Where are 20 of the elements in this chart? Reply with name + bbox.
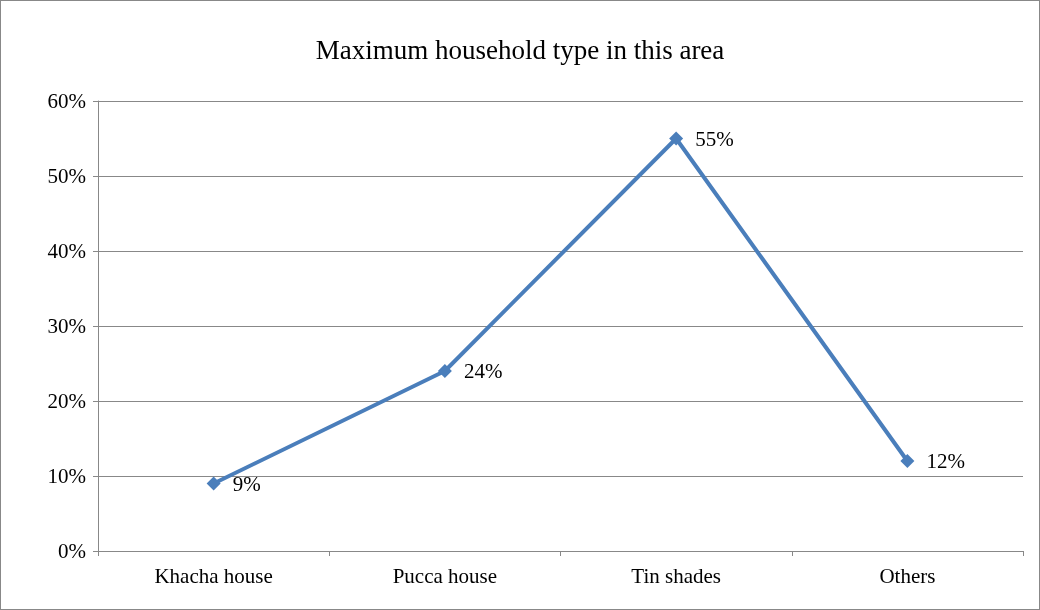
x-tick-label: Khacha house <box>154 563 273 588</box>
point <box>669 131 684 146</box>
y-tick-label: 40% <box>47 239 86 263</box>
x-tick-label: Pucca house <box>392 563 498 588</box>
data-label: 24% <box>463 359 503 383</box>
x-tick-label: Tin shades <box>631 563 721 588</box>
point <box>206 476 221 491</box>
x-tick-label: Others <box>879 563 936 588</box>
data-label: 9% <box>232 471 261 496</box>
y-tick-label: 30% <box>47 314 86 338</box>
data-label: 55% <box>695 126 734 151</box>
data-label: 12% <box>926 449 965 473</box>
y-tick-label: 10% <box>47 464 86 488</box>
y-tick-label: 60% <box>47 89 86 113</box>
y-tick-label: 0% <box>58 539 86 563</box>
y-tick-label: 50% <box>47 164 86 188</box>
point <box>437 364 452 378</box>
chart-title: Maximum household type in this area <box>315 34 725 65</box>
y-tick-label: 20% <box>47 389 86 413</box>
point <box>900 454 915 468</box>
